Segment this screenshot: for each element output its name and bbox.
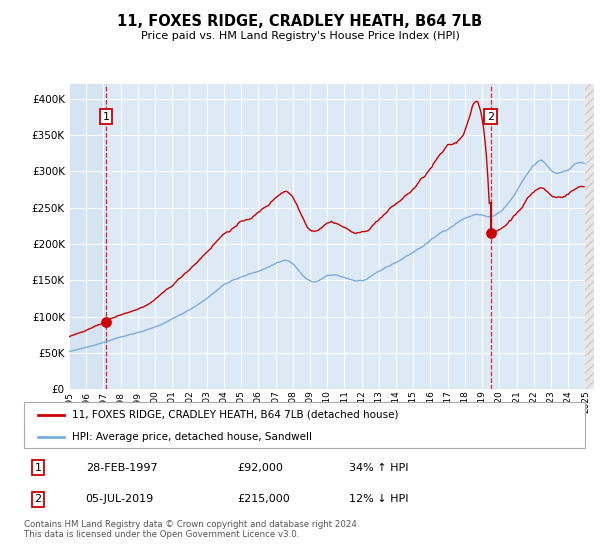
- Text: 1: 1: [103, 111, 110, 122]
- Text: 2: 2: [487, 111, 494, 122]
- Text: 1: 1: [35, 463, 41, 473]
- Text: £215,000: £215,000: [237, 494, 290, 505]
- Text: HPI: Average price, detached house, Sandwell: HPI: Average price, detached house, Sand…: [71, 432, 311, 441]
- Point: [486, 228, 496, 237]
- Bar: [586, 84, 594, 389]
- Text: £92,000: £92,000: [237, 463, 283, 473]
- Bar: [69, 84, 106, 389]
- Text: 12% ↓ HPI: 12% ↓ HPI: [349, 494, 409, 505]
- Text: 34% ↑ HPI: 34% ↑ HPI: [349, 463, 409, 473]
- Text: 05-JUL-2019: 05-JUL-2019: [86, 494, 154, 505]
- Text: Price paid vs. HM Land Registry's House Price Index (HPI): Price paid vs. HM Land Registry's House …: [140, 31, 460, 41]
- Bar: [586, 84, 594, 389]
- Text: 11, FOXES RIDGE, CRADLEY HEATH, B64 7LB: 11, FOXES RIDGE, CRADLEY HEATH, B64 7LB: [118, 14, 482, 29]
- Text: 2: 2: [34, 494, 41, 505]
- Text: Contains HM Land Registry data © Crown copyright and database right 2024.
This d: Contains HM Land Registry data © Crown c…: [24, 520, 359, 539]
- Point: [101, 318, 111, 327]
- FancyBboxPatch shape: [24, 402, 585, 448]
- Text: 28-FEB-1997: 28-FEB-1997: [86, 463, 157, 473]
- Text: 11, FOXES RIDGE, CRADLEY HEATH, B64 7LB (detached house): 11, FOXES RIDGE, CRADLEY HEATH, B64 7LB …: [71, 410, 398, 420]
